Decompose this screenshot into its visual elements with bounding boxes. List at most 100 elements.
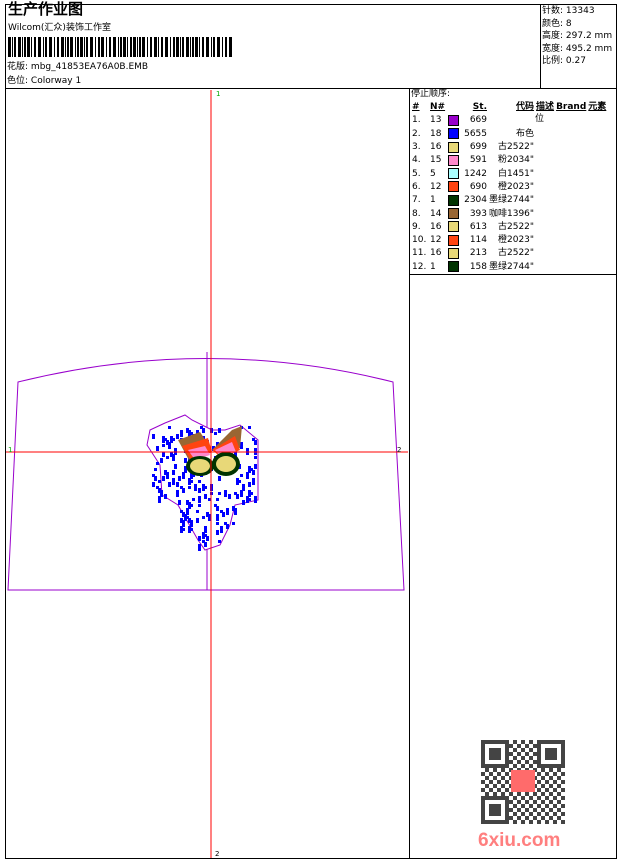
row-index: 9. (412, 221, 421, 232)
row-needle: 16 (430, 248, 442, 259)
col-stitches: St. (472, 102, 487, 113)
table-header: # N# St. 代码 描述 Brand 元素 (411, 101, 607, 114)
page-title: 生产作业图 (8, 0, 84, 18)
row-needle: 14 (430, 208, 442, 219)
color-swatch (448, 221, 459, 233)
header-divider (5, 88, 617, 89)
row-stitches: 5655 (464, 128, 487, 139)
page-frame (5, 4, 617, 859)
stop-sequence-table: # N# St. 代码 描述 Brand 元素 1. 13 669 2. 18 … (411, 101, 607, 274)
row-code: 墨绿2744" (489, 195, 535, 206)
col-description: 描述 (536, 102, 555, 113)
table-row: 12. 1 158 墨绿2744" (411, 261, 607, 274)
stat-height: 高度: 297.2 mm (542, 31, 613, 42)
design-file: 花版: mbg_41853EA76A0B.EMB (7, 62, 148, 73)
barcode (8, 37, 232, 57)
color-swatch (448, 141, 459, 153)
table-row: 6. 12 690 橙2023" (411, 181, 607, 194)
row-swatch (447, 181, 460, 194)
color-swatch (448, 261, 459, 273)
marker-top: 1 (216, 90, 220, 98)
row-code: 橙2023" (498, 181, 535, 192)
row-index: 6. (412, 181, 421, 192)
row-stitches: 690 (469, 181, 487, 192)
color-swatch (448, 234, 459, 246)
row-needle: 16 (430, 221, 442, 232)
row-stitches: 1242 (464, 168, 487, 179)
col-needle: N# (430, 102, 446, 113)
hoop-outline (7, 358, 405, 591)
row-swatch (447, 128, 460, 141)
row-stitches: 393 (469, 208, 487, 219)
stats-divider (540, 4, 541, 88)
col-element: 元素 (588, 102, 607, 113)
table-row: 4. 15 591 粉2034" (411, 154, 607, 167)
row-code: 咖啡1396" (489, 208, 535, 219)
row-code: 白1451" (498, 168, 535, 179)
marker-bottom: 2 (215, 850, 219, 858)
row-stitches: 669 (469, 115, 487, 126)
table-row: 10. 12 114 橙2023" (411, 234, 607, 247)
row-needle: 15 (430, 155, 442, 166)
row-index: 4. (412, 155, 421, 166)
row-stitches: 213 (469, 248, 487, 259)
color-swatch (448, 114, 459, 126)
table-row: 5. 5 1242 白1451" (411, 167, 607, 180)
row-swatch (447, 141, 460, 154)
row-swatch (447, 221, 460, 234)
row-stitches: 591 (469, 155, 487, 166)
design-label: 花版: (7, 62, 29, 72)
row-index: 7. (412, 195, 421, 206)
row-code: 古2522" (498, 248, 535, 259)
watermark-logo: 6xiu.com (478, 830, 561, 851)
table-row: 8. 14 393 咖啡1396" (411, 207, 607, 220)
stat-scale: 比例: 0.27 (542, 56, 586, 67)
col-index: # (412, 102, 420, 113)
stat-colors: 颜色: 8 (542, 18, 572, 29)
table-row: 7. 1 2304 墨绿2744" (411, 194, 607, 207)
color-swatch (448, 128, 459, 140)
colorway: 色位: Colorway 1 (7, 76, 81, 87)
color-swatch (448, 181, 459, 193)
row-index: 12. (412, 261, 427, 272)
row-needle: 16 (430, 142, 442, 153)
seal-stamp (511, 770, 535, 792)
row-code: 墨绿2744" (489, 261, 535, 272)
row-swatch (447, 234, 460, 247)
row-swatch (447, 114, 460, 127)
row-swatch (447, 261, 460, 274)
table-row: 11. 16 213 古2522" (411, 247, 607, 260)
row-index: 1. (412, 115, 421, 126)
row-stitches: 114 (469, 235, 487, 246)
row-code: 粉2034" (498, 155, 535, 166)
row-swatch (447, 194, 460, 207)
color-swatch (448, 247, 459, 259)
row-stitches: 2304 (464, 195, 487, 206)
color-swatch (448, 208, 459, 220)
row-stitches: 613 (469, 221, 487, 232)
row-needle: 5 (430, 168, 436, 179)
row-swatch (447, 167, 460, 180)
stat-width: 宽度: 495.2 mm (542, 43, 613, 54)
row-code: 古2522" (498, 221, 535, 232)
header-note: 位 (535, 114, 545, 124)
qr-code (481, 740, 565, 824)
row-needle: 1 (430, 261, 436, 272)
company-name: Wilcom(汇众)装饰工作室 (8, 23, 111, 33)
panel-divider (409, 88, 410, 859)
color-swatch (448, 194, 459, 206)
col-brand: Brand (556, 102, 587, 113)
row-needle: 1 (430, 195, 436, 206)
marker-left: 1 (8, 446, 12, 454)
design-outline (146, 414, 259, 551)
color-swatch (448, 168, 459, 180)
stop-sequence-title: 停止顺序: (411, 89, 451, 99)
table-row: 1. 13 669 (411, 114, 607, 127)
col-code: 代码 (516, 102, 535, 113)
row-code: 布色 (516, 128, 535, 139)
row-code: 古2522" (498, 142, 535, 153)
row-index: 5. (412, 168, 421, 179)
row-needle: 13 (430, 115, 442, 126)
